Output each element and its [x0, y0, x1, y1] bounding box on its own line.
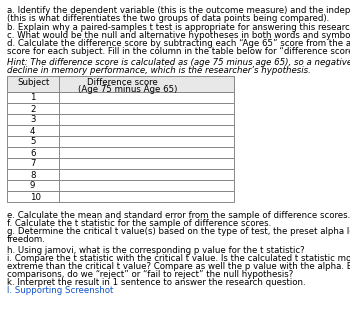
- Text: score for each subject. Fill in the column in the table below for “difference sc: score for each subject. Fill in the colu…: [7, 47, 350, 56]
- Text: 2: 2: [30, 104, 35, 114]
- Text: 8: 8: [30, 170, 35, 179]
- Text: 10: 10: [30, 193, 41, 202]
- Bar: [7, 147, 234, 158]
- Bar: [7, 125, 234, 136]
- Bar: [7, 92, 234, 103]
- Bar: [7, 136, 234, 147]
- Bar: [7, 114, 234, 125]
- Text: k. Interpret the result in 1 sentence to answer the research question.: k. Interpret the result in 1 sentence to…: [7, 278, 306, 287]
- Text: (Age 75 minus Age 65): (Age 75 minus Age 65): [78, 85, 177, 94]
- Bar: [7, 76, 234, 92]
- Text: decline in memory performance, which is the researcher’s hypothesis.: decline in memory performance, which is …: [7, 66, 311, 75]
- Text: l. Supporting Screenshot: l. Supporting Screenshot: [7, 286, 113, 295]
- Text: e. Calculate the mean and standard error from the sample of difference scores.: e. Calculate the mean and standard error…: [7, 211, 350, 220]
- Text: f. Calculate the t statistic for the sample of difference scores.: f. Calculate the t statistic for the sam…: [7, 219, 271, 228]
- Text: Hint: The difference score is calculated as (age 75 minus age 65), so a negative: Hint: The difference score is calculated…: [7, 58, 350, 67]
- Text: 5: 5: [30, 137, 35, 146]
- Text: 1: 1: [30, 93, 35, 102]
- Text: 9: 9: [30, 181, 35, 191]
- Text: 3: 3: [30, 116, 35, 125]
- Bar: [7, 103, 234, 114]
- Bar: [7, 180, 234, 191]
- Text: comparisons, do we “reject” or “fail to reject” the null hypothesis?: comparisons, do we “reject” or “fail to …: [7, 270, 293, 279]
- Text: c. What would be the null and alternative hypotheses in both words and symbol no: c. What would be the null and alternativ…: [7, 31, 350, 40]
- Bar: [7, 158, 234, 169]
- Bar: [7, 169, 234, 180]
- Bar: [7, 191, 234, 202]
- Text: 6: 6: [30, 149, 35, 158]
- Text: a. Identify the dependent variable (this is the outcome measure) and the indepen: a. Identify the dependent variable (this…: [7, 6, 350, 15]
- Text: freedom.: freedom.: [7, 235, 46, 244]
- Text: extreme than the critical t value? Compare as well the p value with the alpha. B: extreme than the critical t value? Compa…: [7, 262, 350, 271]
- Text: i. Compare the t statistic with the critical t value. Is the calculated t statis: i. Compare the t statistic with the crit…: [7, 254, 350, 263]
- Text: b. Explain why a paired-samples t test is appropriate for answering this researc: b. Explain why a paired-samples t test i…: [7, 23, 350, 32]
- Text: h. Using jamovi, what is the corresponding p value for the t statistic?: h. Using jamovi, what is the correspondi…: [7, 246, 304, 255]
- Text: 4: 4: [30, 126, 35, 135]
- Text: g. Determine the critical t value(s) based on the type of test, the preset alpha: g. Determine the critical t value(s) bas…: [7, 227, 350, 236]
- Text: 7: 7: [30, 160, 35, 168]
- Text: d. Calculate the difference score by subtracting each “Age 65” score from the as: d. Calculate the difference score by sub…: [7, 39, 350, 48]
- Text: Subject: Subject: [17, 78, 49, 87]
- Text: Difference score: Difference score: [87, 78, 158, 87]
- Text: (this is what differentiates the two groups of data points being compared).: (this is what differentiates the two gro…: [7, 14, 329, 23]
